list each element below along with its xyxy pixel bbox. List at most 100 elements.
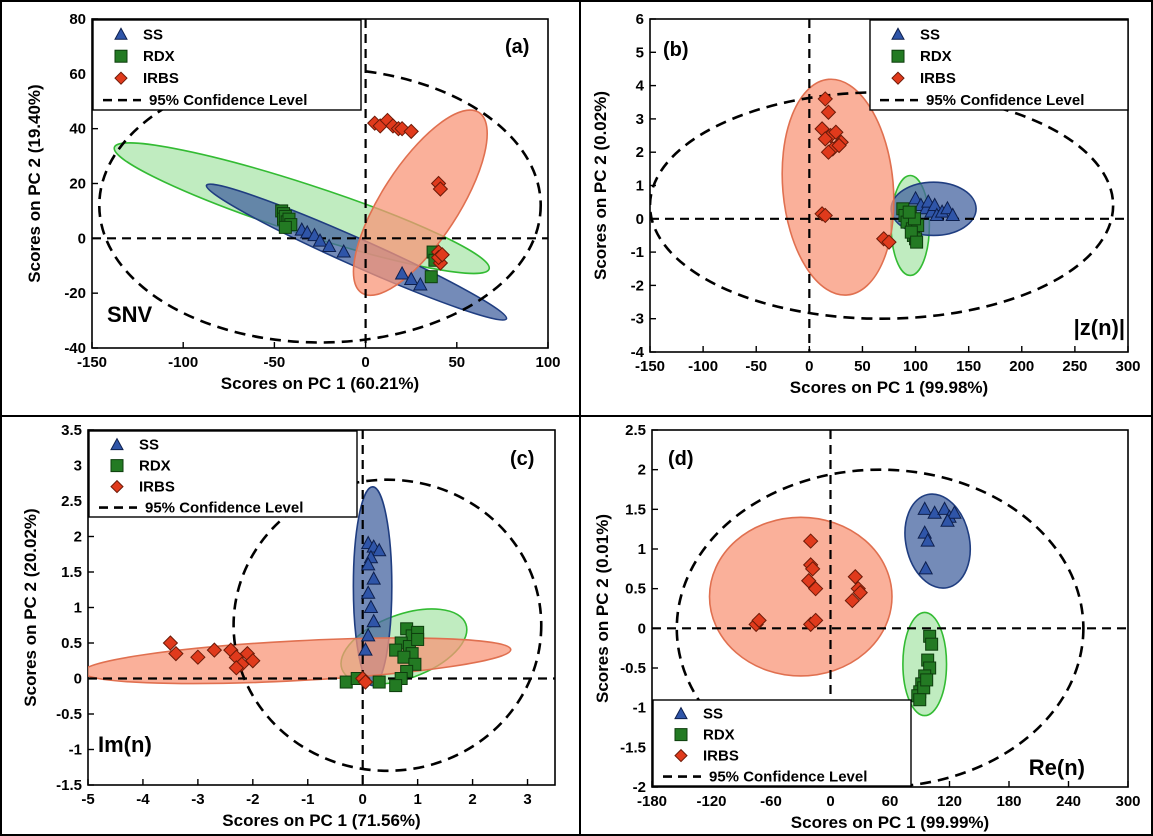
y-axis-label: Scores on PC 2 (0.02%) (591, 91, 610, 280)
point-irbs (828, 124, 844, 140)
y-tick-label: 80 (69, 11, 86, 28)
x-tick-label: -1 (301, 791, 314, 808)
legend-label: 95% Confidence Level (926, 92, 1084, 109)
point-irbs (817, 131, 833, 147)
legend-box (88, 430, 358, 518)
point-rdx (424, 270, 438, 284)
x-tick-label: 50 (448, 354, 465, 371)
point-rdx (389, 679, 403, 693)
x-tick-label: -5 (81, 791, 94, 808)
point-irbs (820, 104, 837, 120)
x-axis-label: Scores on PC 1 (99.98%) (790, 378, 988, 397)
y-tick-label: -3 (631, 311, 644, 328)
legend-marker-ss (114, 27, 128, 40)
point-rdx (902, 205, 916, 219)
x-tick-label: -150 (635, 358, 665, 375)
y-tick-label: 2.5 (625, 422, 646, 439)
x-axis-label: Scores on PC 1 (99.99%) (791, 813, 989, 832)
method-label: SNV (107, 302, 153, 327)
point-rdx (339, 675, 353, 689)
x-tick-label: 200 (1009, 358, 1034, 375)
y-tick-label: 1.5 (625, 501, 646, 518)
legend-marker-irbs (114, 71, 128, 85)
legend-label: SS (139, 437, 159, 454)
x-tick-label: 100 (535, 354, 560, 371)
panel-letter: (d) (668, 448, 694, 470)
point-ss (920, 533, 936, 547)
legend-label: 95% Confidence Level (145, 500, 303, 517)
panel-letter: (c) (510, 448, 534, 470)
ellipse-irbs (352, 109, 488, 297)
y-tick-label: 2.5 (61, 493, 82, 510)
y-tick-label: 2 (74, 529, 82, 546)
point-ss (336, 243, 352, 258)
point-irbs (434, 247, 450, 263)
y-tick-label: 0 (636, 211, 644, 228)
x-tick-label: 250 (1062, 358, 1087, 375)
panel-c: -5 -4 -3 -2 -1 0 1 2 3 -1.5 -1 -0.5 0 0.5 1 1.5 2 2.5 3 3.5… (21, 422, 556, 830)
legend-label: IRBS (920, 70, 956, 87)
x-tick-label: -100 (688, 358, 718, 375)
point-ss (937, 501, 952, 515)
point-ss (360, 585, 376, 599)
y-tick-label: -0.5 (620, 660, 646, 677)
x-tick-label: -60 (760, 793, 782, 810)
x-tick-label: 0 (826, 793, 834, 810)
point-irbs (206, 642, 223, 658)
x-tick-label: -4 (136, 791, 150, 808)
legend-marker-ss (110, 437, 124, 451)
x-tick-label: 300 (1115, 793, 1140, 810)
panel-d: -180 -120 -60 0 60 120 180 240 300 -2 -1.5 -1 -0.5 0 0… (593, 422, 1141, 832)
point-ss (371, 542, 387, 557)
point-irbs (852, 584, 868, 601)
y-tick-label: -20 (64, 285, 86, 302)
x-tick-label: 60 (882, 793, 899, 810)
plot-content (88, 430, 555, 785)
y-tick-label: 1 (74, 600, 82, 617)
y-tick-label: 0.5 (61, 635, 82, 652)
y-tick-label: 5 (636, 44, 644, 61)
point-irbs (357, 674, 374, 690)
y-axis-label: Scores on PC 2 (20.02%) (21, 508, 40, 706)
y-tick-label: 60 (69, 66, 86, 83)
legend-label: RDX (143, 48, 175, 65)
legend-label: SS (703, 706, 723, 723)
point-ss (366, 571, 382, 585)
y-tick-label: 0 (74, 671, 82, 688)
method-label: Im(n) (98, 732, 152, 757)
y-tick-label: -0.5 (56, 706, 82, 723)
y-tick-label: 4 (636, 78, 645, 95)
legend: SS RDX IRBS 95% Confidence Level (88, 430, 358, 518)
plot-content (652, 430, 1128, 787)
legend: SS RDX IRBS 95% Confidence Level (652, 699, 912, 787)
point-ss (940, 200, 955, 215)
point-rdx (913, 693, 927, 707)
y-tick-label: 3 (74, 458, 82, 475)
legend-box (869, 19, 1129, 111)
legend-label: RDX (920, 48, 952, 65)
method-label: Re(n) (1029, 755, 1085, 780)
y-tick-label: 20 (69, 176, 86, 193)
x-tick-label: 100 (903, 358, 928, 375)
point-irbs (847, 569, 863, 585)
point-irbs (831, 137, 847, 154)
y-tick-label: -2 (631, 277, 644, 294)
point-irbs (844, 592, 861, 609)
legend: SS RDX IRBS 95% Confidence Level (869, 19, 1129, 111)
point-irbs (751, 612, 767, 629)
ellipse-irbs (781, 78, 895, 296)
panel-b: -150 -100 -50 0 50 100 150 200 250 300 -4 -3 -2 -1 0 1 2… (591, 11, 1141, 397)
x-tick-label: -50 (264, 354, 286, 371)
x-tick-label: -180 (637, 793, 667, 810)
y-axis-label: Scores on PC 2 (0.01%) (593, 514, 612, 703)
y-tick-label: 2 (638, 462, 646, 479)
y-tick-label: -1.5 (56, 777, 82, 794)
legend-box (92, 19, 362, 111)
x-tick-label: 240 (1056, 793, 1081, 810)
legend-label: SS (920, 26, 940, 43)
legend-marker-irbs (674, 748, 688, 763)
point-irbs (228, 660, 245, 676)
legend-label: RDX (139, 458, 171, 475)
point-irbs (807, 580, 824, 597)
